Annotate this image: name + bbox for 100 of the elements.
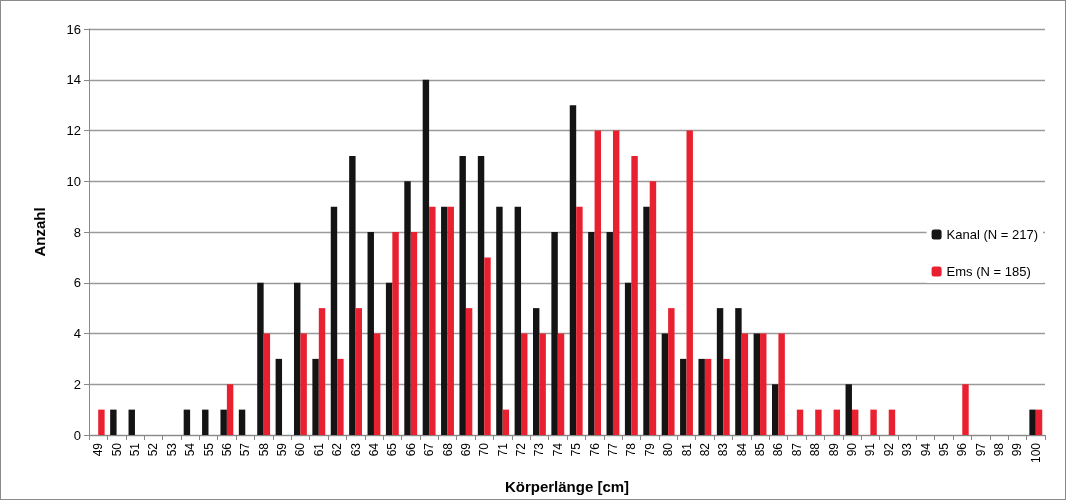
bar — [349, 155, 356, 435]
x-tick-label: 98 — [992, 442, 1007, 457]
x-tick-label: 68 — [440, 442, 455, 457]
bar — [337, 358, 344, 435]
bar — [404, 181, 411, 435]
bar — [355, 308, 363, 435]
bar — [753, 333, 761, 435]
bar — [532, 308, 540, 435]
x-tick-label: 89 — [826, 442, 841, 457]
x-tick-label: 87 — [789, 442, 804, 457]
x-tick-label: 90 — [844, 442, 859, 457]
x-tick-label: 56 — [219, 442, 234, 457]
x-tick-label: 73 — [532, 442, 547, 457]
bar — [410, 232, 418, 435]
bar — [870, 409, 877, 435]
bar — [422, 79, 430, 435]
x-tick-label: 79 — [642, 442, 657, 457]
bar — [557, 333, 565, 435]
legend-label: Kanal (N = 217) — [946, 227, 1039, 242]
x-tick-label: 59 — [275, 442, 290, 457]
bar — [888, 409, 896, 435]
bar — [275, 358, 283, 435]
bar — [760, 333, 767, 435]
x-tick-label: 76 — [587, 442, 602, 457]
bar — [741, 333, 749, 435]
x-tick-label: 62 — [330, 442, 345, 457]
bar — [686, 130, 693, 435]
x-tick-label: 99 — [1010, 442, 1025, 457]
bar — [477, 155, 485, 435]
x-tick-label: 88 — [808, 442, 823, 457]
bar — [735, 308, 742, 435]
bar — [447, 206, 454, 435]
bar — [293, 282, 301, 435]
bar — [312, 358, 319, 435]
x-tick-label: 96 — [955, 442, 970, 457]
x-tick-label: 57 — [238, 442, 253, 457]
bar — [680, 358, 687, 435]
x-tick-label: 51 — [127, 442, 142, 457]
bar — [1029, 409, 1036, 435]
bar — [183, 409, 191, 435]
bar — [624, 282, 632, 435]
x-tick-label: 63 — [348, 442, 363, 457]
bar — [612, 130, 620, 435]
x-tick-label: 95 — [936, 442, 951, 457]
x-tick-label: 97 — [973, 442, 988, 457]
bar — [429, 206, 436, 435]
y-tick-label: 6 — [73, 275, 81, 291]
bar — [521, 333, 528, 435]
bar — [594, 130, 602, 435]
x-tick-label: 83 — [716, 442, 731, 457]
x-tick-label: 50 — [109, 442, 124, 457]
bar — [330, 206, 338, 435]
bar — [551, 232, 558, 435]
x-tick-label: 92 — [881, 442, 896, 457]
bar — [649, 181, 657, 435]
bar — [226, 384, 234, 435]
x-tick-label: 82 — [697, 442, 712, 457]
x-tick-label: 71 — [495, 442, 510, 457]
y-tick-label: 10 — [66, 173, 81, 189]
x-tick-label: 58 — [256, 442, 271, 457]
bar — [465, 308, 473, 435]
x-tick-label: 69 — [458, 442, 473, 457]
x-tick-label: 84 — [734, 442, 749, 457]
x-tick-label: 81 — [679, 442, 694, 457]
bar — [631, 155, 638, 435]
bar — [385, 282, 393, 435]
x-tick-label: 100 — [1028, 442, 1043, 464]
bar — [539, 333, 546, 435]
bar — [778, 333, 785, 435]
bar — [796, 409, 804, 435]
y-axis-title: Anzahl — [31, 207, 48, 257]
y-tick-label: 8 — [73, 224, 81, 240]
x-tick-label: 93 — [900, 442, 915, 457]
bar — [128, 409, 135, 435]
x-tick-label: 66 — [403, 442, 418, 457]
bar — [318, 308, 326, 435]
y-tick-label: 2 — [73, 376, 81, 392]
x-tick-label: 60 — [293, 442, 308, 457]
bar — [569, 105, 577, 435]
bar — [496, 206, 503, 435]
x-tick-label: 85 — [753, 442, 768, 457]
bar — [367, 232, 374, 435]
bar — [459, 155, 466, 435]
x-tick-label: 53 — [164, 442, 179, 457]
bar — [392, 232, 399, 435]
x-tick-label: 94 — [918, 442, 933, 457]
bar — [257, 282, 264, 435]
y-tick-label: 16 — [66, 21, 81, 37]
y-tick-label: 12 — [66, 123, 81, 138]
x-tick-label: 78 — [624, 442, 639, 457]
x-tick-label: 70 — [477, 442, 492, 457]
x-tick-label: 49 — [91, 442, 106, 457]
bar — [373, 333, 381, 435]
bar — [238, 409, 246, 435]
x-tick-label: 77 — [605, 442, 620, 457]
x-tick-label: 61 — [311, 442, 326, 457]
bar — [668, 308, 675, 435]
x-tick-label: 52 — [146, 442, 161, 457]
bar — [220, 409, 227, 435]
bar — [576, 206, 583, 435]
